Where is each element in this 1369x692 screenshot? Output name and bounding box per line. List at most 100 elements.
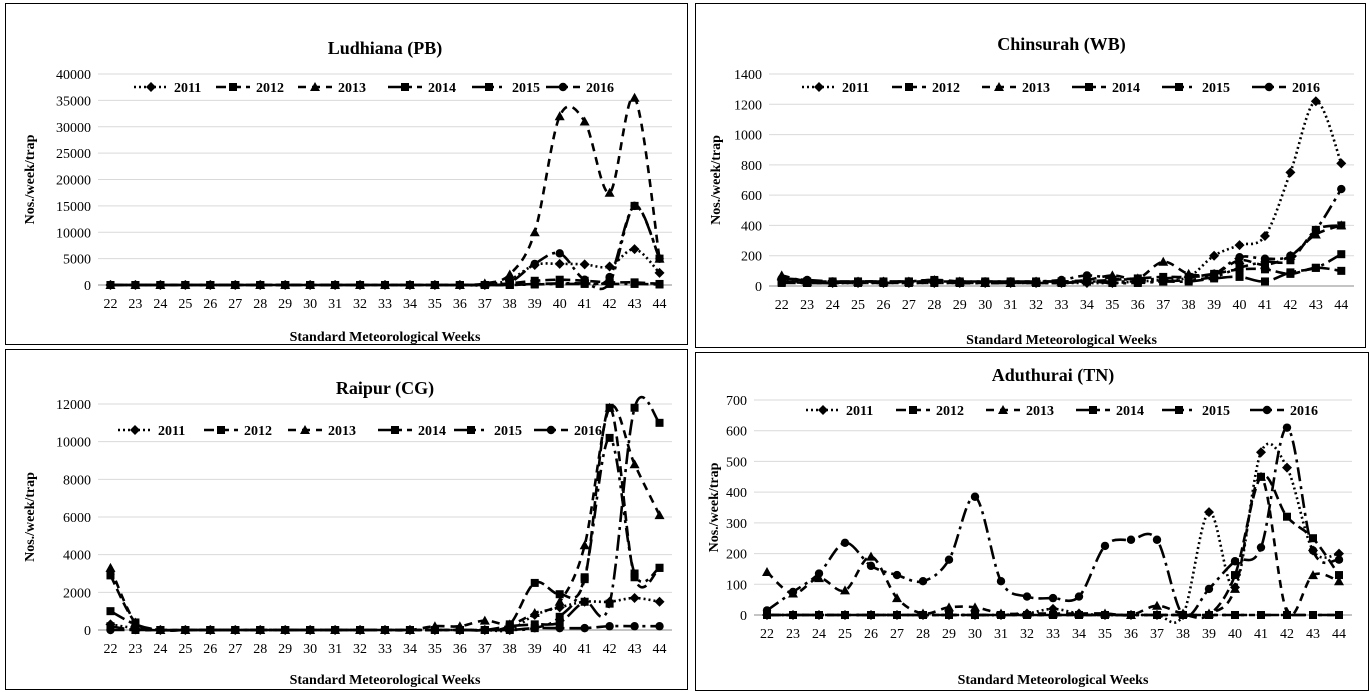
data-point-2011 bbox=[604, 261, 615, 272]
chart-title: Ludhiana (PB) bbox=[328, 38, 443, 59]
data-point-2013 bbox=[554, 596, 565, 606]
legend-label-2015: 2015 bbox=[1202, 404, 1230, 419]
data-point-2015 bbox=[1023, 611, 1031, 619]
data-point-2016 bbox=[762, 606, 772, 615]
legend-marker-2015 bbox=[1175, 406, 1183, 414]
data-point-2015 bbox=[530, 280, 539, 289]
data-point-2016 bbox=[840, 538, 850, 548]
data-point-2016 bbox=[181, 280, 190, 290]
data-point-2016 bbox=[256, 280, 265, 290]
data-point-2013 bbox=[629, 459, 640, 469]
x-tick-label: 44 bbox=[653, 642, 667, 657]
legend-label-2015: 2015 bbox=[494, 424, 522, 439]
data-point-2014 bbox=[555, 618, 564, 627]
x-tick-label: 33 bbox=[378, 297, 392, 312]
data-point-2013 bbox=[604, 187, 615, 197]
x-tick-label: 35 bbox=[428, 642, 442, 657]
x-tick-label: 38 bbox=[503, 642, 517, 657]
legend: 2011 2012 2013 2014 2015 2016 bbox=[134, 81, 614, 96]
x-tick-label: 32 bbox=[1029, 298, 1043, 313]
data-point-2016 bbox=[1204, 584, 1214, 594]
data-point-2014 bbox=[1286, 268, 1295, 277]
legend-marker-2016 bbox=[1262, 405, 1272, 415]
x-tick-label: 26 bbox=[203, 642, 217, 657]
legend-label-2012: 2012 bbox=[256, 81, 284, 96]
data-point-2015 bbox=[893, 611, 901, 619]
x-tick-label: 36 bbox=[453, 642, 467, 657]
y-tick-label: 0 bbox=[755, 280, 762, 295]
x-tick-label: 43 bbox=[628, 642, 642, 657]
data-point-2016 bbox=[330, 625, 340, 635]
data-point-2016 bbox=[405, 625, 415, 635]
data-point-2016 bbox=[814, 569, 824, 578]
data-point-2011 bbox=[1204, 507, 1214, 518]
legend-label-2014: 2014 bbox=[418, 424, 446, 439]
data-point-2015 bbox=[1108, 278, 1117, 287]
x-tick-label: 23 bbox=[128, 642, 142, 657]
x-tick-label: 37 bbox=[1150, 627, 1164, 642]
data-point-2011 bbox=[579, 259, 590, 270]
data-point-2015 bbox=[555, 612, 564, 621]
x-tick-label: 23 bbox=[800, 298, 814, 313]
chart-panel-ludhiana: 0 5000 10000 15000 20000 25000 30000 35000 40000… bbox=[5, 3, 688, 345]
data-point-2016 bbox=[1031, 277, 1041, 286]
x-tick-label: 32 bbox=[1020, 627, 1034, 642]
x-axis-label: Standard Meteorological Weeks bbox=[290, 330, 481, 345]
x-tick-label: 33 bbox=[1046, 627, 1060, 642]
data-point-2016 bbox=[1006, 277, 1015, 286]
y-axis-label: Nos./week/trap bbox=[707, 462, 722, 552]
legend-marker-2016 bbox=[1264, 82, 1274, 92]
data-point-2011 bbox=[1234, 240, 1245, 251]
legend-label-2015: 2015 bbox=[512, 81, 540, 96]
data-point-2011 bbox=[1334, 548, 1344, 559]
x-tick-label: 38 bbox=[1176, 627, 1190, 642]
data-point-2016 bbox=[1311, 225, 1321, 235]
y-tick-label: 35000 bbox=[56, 94, 91, 109]
y-tick-label: 5000 bbox=[63, 253, 91, 268]
data-point-2016 bbox=[630, 201, 639, 211]
x-tick-label: 35 bbox=[1098, 627, 1112, 642]
legend-marker-2015 bbox=[485, 83, 493, 91]
data-point-2016 bbox=[1184, 272, 1193, 282]
y-tick-label: 30000 bbox=[56, 121, 91, 136]
data-point-2012 bbox=[1283, 512, 1291, 521]
data-point-2014 bbox=[580, 597, 589, 606]
y-tick-label: 15000 bbox=[56, 200, 91, 215]
legend-marker-2012 bbox=[905, 83, 913, 91]
x-tick-label: 43 bbox=[1309, 298, 1323, 313]
data-point-2016 bbox=[879, 277, 888, 286]
data-point-2013 bbox=[762, 567, 772, 576]
x-tick-label: 41 bbox=[578, 642, 592, 657]
x-tick-label: 44 bbox=[1332, 627, 1346, 642]
data-point-2016 bbox=[930, 277, 939, 286]
data-point-2012 bbox=[1231, 571, 1239, 580]
data-point-2015 bbox=[1283, 611, 1291, 619]
data-point-2015 bbox=[789, 611, 797, 619]
data-point-2016 bbox=[788, 587, 798, 597]
chart-panel-aduthurai: 0 100 200 300 400 500 600 700 22 23 24 25 26 27 28 29 30… bbox=[695, 352, 1369, 691]
data-point-2016 bbox=[1282, 423, 1292, 432]
data-point-2016 bbox=[904, 277, 914, 286]
x-tick-label: 27 bbox=[228, 297, 242, 312]
data-point-2015 bbox=[777, 278, 786, 287]
data-point-2013 bbox=[579, 116, 590, 126]
data-point-2016 bbox=[480, 625, 490, 635]
data-point-2016 bbox=[1082, 271, 1092, 280]
data-point-2016 bbox=[530, 623, 539, 633]
data-point-2015 bbox=[1205, 611, 1213, 619]
legend-label-2012: 2012 bbox=[244, 424, 272, 439]
y-tick-label: 100 bbox=[726, 578, 747, 593]
data-point-2016 bbox=[605, 272, 614, 282]
data-point-2015 bbox=[1337, 221, 1346, 230]
data-point-2016 bbox=[380, 280, 390, 290]
data-point-2016 bbox=[1260, 254, 1270, 263]
data-point-2014 bbox=[630, 403, 639, 412]
data-point-2015 bbox=[997, 611, 1005, 619]
data-point-2015 bbox=[1127, 611, 1135, 619]
legend-marker-2014 bbox=[391, 426, 399, 434]
x-tick-label: 30 bbox=[978, 298, 992, 313]
data-point-2016 bbox=[1209, 269, 1219, 279]
data-point-2016 bbox=[866, 561, 876, 571]
x-tick-label: 44 bbox=[1334, 298, 1348, 313]
data-point-2013 bbox=[1308, 570, 1318, 580]
